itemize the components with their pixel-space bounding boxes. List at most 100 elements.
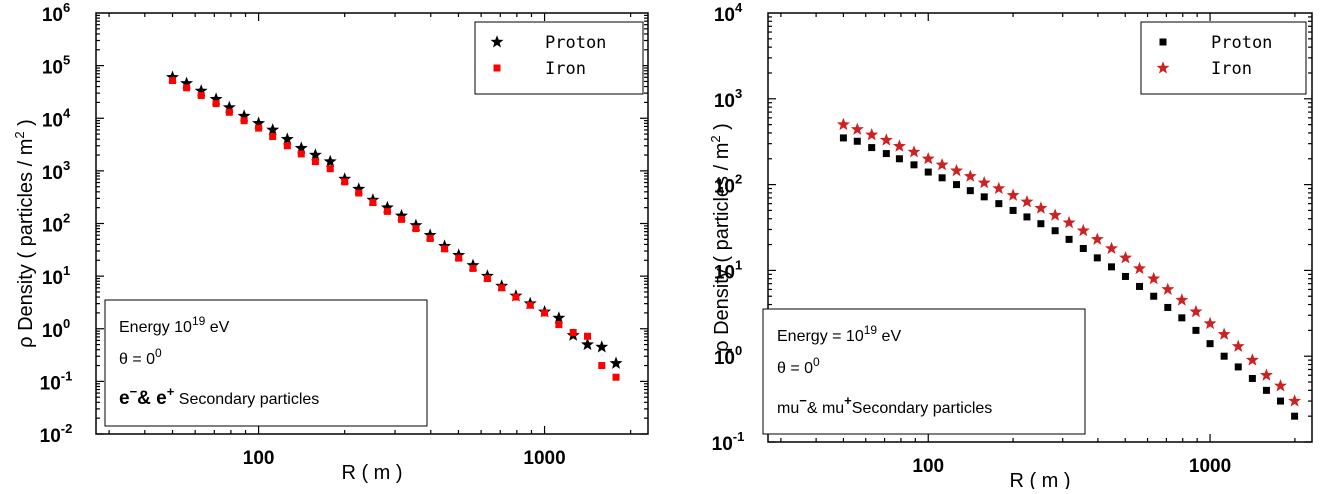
data-point xyxy=(1178,314,1186,322)
data-point xyxy=(995,200,1003,208)
plot-frame xyxy=(767,12,1313,443)
data-point xyxy=(879,133,893,146)
data-point xyxy=(1161,282,1175,295)
data-point xyxy=(283,142,291,150)
data-point xyxy=(183,84,191,92)
data-point xyxy=(1051,227,1059,235)
annotation-theta: θ = 00 xyxy=(777,355,820,377)
data-point xyxy=(1108,263,1116,271)
data-point xyxy=(352,182,366,195)
data-point xyxy=(966,187,974,195)
data-point xyxy=(1023,213,1031,221)
data-point xyxy=(323,154,337,168)
data-point xyxy=(609,356,623,369)
series-iron xyxy=(836,117,1302,407)
data-point xyxy=(1189,304,1203,318)
data-point xyxy=(498,284,506,292)
annotation-energy: Energy = 1019 eV xyxy=(777,323,901,345)
legend-marker xyxy=(493,64,501,72)
data-point xyxy=(850,122,864,135)
data-point xyxy=(426,234,434,242)
data-point xyxy=(369,199,377,207)
legend-marker xyxy=(1159,38,1167,46)
data-point xyxy=(225,108,233,116)
data-point xyxy=(1291,412,1299,420)
data-point xyxy=(222,100,236,113)
data-point xyxy=(1076,223,1090,237)
x-tick-label: 1000 xyxy=(523,448,565,469)
data-point xyxy=(980,193,988,201)
data-point xyxy=(240,117,248,125)
data-point xyxy=(938,174,946,182)
data-point xyxy=(1037,220,1045,228)
data-point xyxy=(326,165,334,173)
data-point xyxy=(1105,241,1118,254)
chart-electrons: 100 1000 10-2 10-1 100 101 102 103 104 105 106 R ( … xyxy=(12,0,649,484)
series-iron xyxy=(169,77,620,381)
data-point xyxy=(297,150,305,158)
data-point xyxy=(269,132,277,140)
y-tick-label: 104 xyxy=(42,105,71,131)
data-point xyxy=(892,139,906,152)
data-point xyxy=(1192,326,1200,334)
data-point xyxy=(209,92,223,105)
data-point xyxy=(452,248,466,261)
data-point xyxy=(569,328,577,336)
data-point xyxy=(541,309,549,317)
y-tick-label: 10-1 xyxy=(712,429,745,455)
data-point xyxy=(882,150,890,158)
legend-label: Proton xyxy=(1211,33,1272,53)
legend-marker xyxy=(490,35,504,48)
data-point xyxy=(839,134,847,142)
legend-box xyxy=(474,21,644,95)
annotation-box xyxy=(762,308,1086,435)
data-point xyxy=(1206,340,1214,348)
data-point xyxy=(924,168,932,176)
data-point xyxy=(555,321,563,329)
data-point xyxy=(1136,282,1144,290)
x-axis-title: R ( m ) xyxy=(341,462,402,484)
data-point xyxy=(907,145,921,158)
data-point xyxy=(950,163,963,177)
data-point xyxy=(383,207,391,215)
data-point xyxy=(1147,271,1161,285)
data-point xyxy=(1276,397,1284,405)
data-point xyxy=(194,84,208,97)
y-axis-title: ρ Density ( particles / m2 ) xyxy=(708,123,733,352)
y-tick-label: 105 xyxy=(42,53,70,79)
y-axis-title: ρ Density ( particles / m2 ) xyxy=(12,119,37,348)
data-point xyxy=(308,148,322,161)
data-point xyxy=(598,362,606,370)
data-point xyxy=(1220,352,1228,360)
annotation-theta: θ = 00 xyxy=(119,346,162,368)
data-point xyxy=(1121,272,1129,280)
data-point xyxy=(868,144,876,152)
data-point xyxy=(612,373,620,381)
data-point xyxy=(1119,251,1132,264)
data-point xyxy=(1288,394,1302,407)
data-point xyxy=(455,254,463,262)
data-point xyxy=(1245,353,1259,366)
data-point xyxy=(1093,254,1101,262)
chart-muons: 100 1000 10-1 100 101 102 103 104 R ( m ) ρ Densi… xyxy=(708,0,1313,492)
data-point xyxy=(1231,339,1245,352)
data-point xyxy=(1020,195,1034,208)
annotation-energy: Energy 1019 eV xyxy=(119,314,230,336)
data-point xyxy=(197,92,205,100)
data-point xyxy=(1009,206,1017,214)
data-point xyxy=(212,100,220,108)
y-tick-label: 106 xyxy=(42,0,70,26)
data-point xyxy=(1133,261,1146,275)
data-point xyxy=(963,169,977,182)
data-point xyxy=(355,189,363,197)
data-point xyxy=(441,245,449,253)
legend-box xyxy=(1140,21,1307,95)
data-point xyxy=(910,161,918,169)
y-tick-label: 103 xyxy=(42,158,70,184)
y-tick-label: 101 xyxy=(714,257,742,283)
data-point xyxy=(255,124,263,132)
annotation-particles: e−& e+ Secondary particles xyxy=(119,384,319,409)
data-point xyxy=(1217,327,1231,340)
data-point xyxy=(395,209,408,222)
